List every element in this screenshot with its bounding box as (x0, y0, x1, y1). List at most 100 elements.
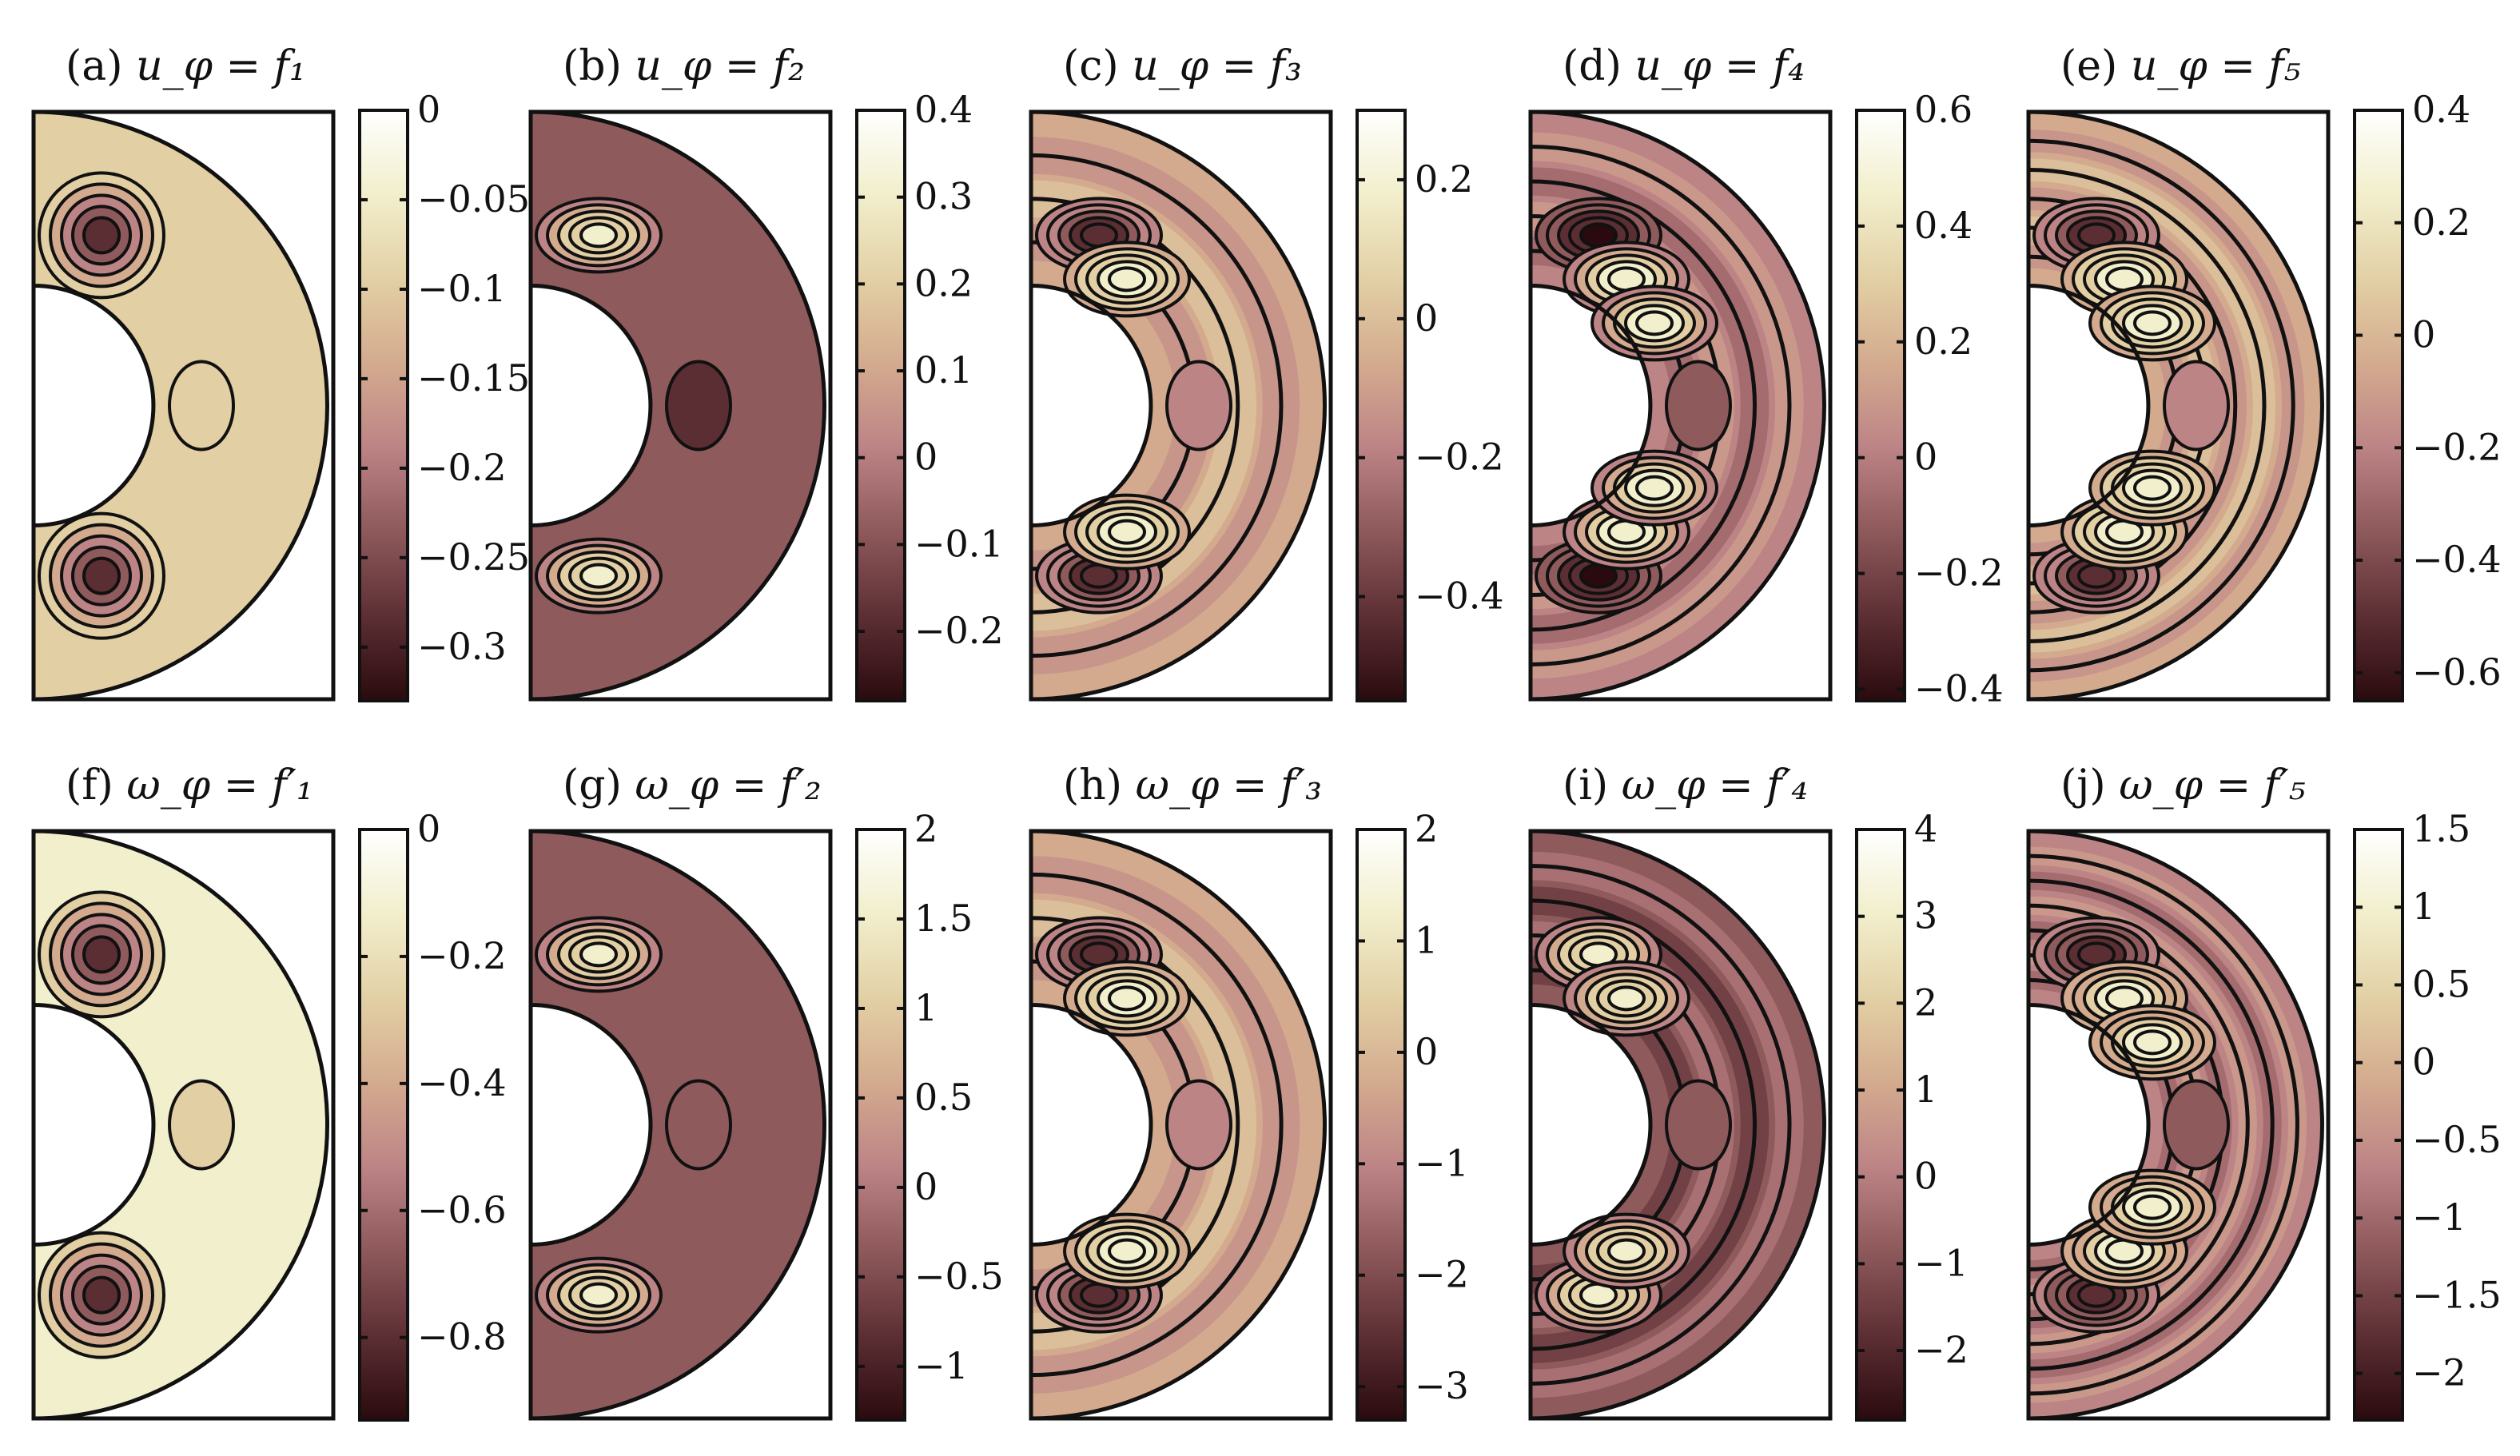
colorbar-tick-label: 0.4 (1914, 204, 1973, 247)
vortex-contour (1108, 266, 1146, 292)
contour-arc (2028, 878, 2275, 1371)
colorbar-tick-label: −0.5 (2412, 1118, 2502, 1161)
colorbar-tick-label: 0.5 (2412, 962, 2470, 1005)
colorbar-tick-label: 1 (1914, 1068, 1937, 1111)
colorbar-tick-label: −0.6 (417, 1188, 507, 1231)
colorbar-tick-label: −0.15 (417, 356, 530, 400)
vortex-contour (82, 216, 121, 255)
contour-arc (1530, 145, 1792, 666)
colorbar-frame (1356, 109, 1407, 702)
panel-i: (i) ω_φ = f′₄ 4 3 2 1 0 −1 −2 (1528, 762, 1969, 1422)
colorbar-tick-label: −0.2 (1914, 551, 2004, 595)
colorbar-frame (855, 109, 906, 702)
colorbar-tick-label: 1 (1415, 918, 1438, 961)
colorbar-tick-label: −0.8 (417, 1315, 507, 1359)
contour-arc (2028, 853, 2299, 1396)
equator-contour (2163, 360, 2230, 452)
domain-boundary (2026, 829, 2324, 1421)
colorbar-tick-label: −2 (1914, 1328, 1969, 1371)
colorbar-tick-label: −0.1 (417, 267, 507, 310)
domain-boundary (1528, 829, 1826, 1421)
panel-title-f: (f) ω_φ = f′₁ (66, 762, 313, 810)
equator-contour (1665, 360, 1732, 452)
panel-frame (2026, 829, 2331, 1421)
panel-title-h: (h) ω_φ = f′₃ (1063, 762, 1322, 810)
colorbar-tick-label: 0.3 (914, 175, 973, 218)
contour-arc (2028, 138, 2295, 673)
colorbar-tick-label: −1 (914, 1344, 969, 1387)
panel-frame (2026, 109, 2331, 702)
vortex-contour (1635, 475, 1674, 501)
colorbar-tick-label: 0.2 (2412, 201, 2470, 244)
colorbar (857, 110, 905, 701)
colorbar-tick-label: 1.5 (2412, 807, 2470, 850)
colorbar-tick-label: 2 (1415, 807, 1438, 850)
equator-contour (2163, 1079, 2230, 1171)
colorbar-tick-label: 0.4 (914, 88, 973, 131)
colorbar-tick-label: 2 (914, 807, 938, 850)
panel-g: (g) ω_φ = f′₂ 2 1.5 1 0.5 0 −0.5 −1 (528, 762, 1004, 1422)
colorbar (2355, 110, 2403, 701)
colorbar-tick-label: 0 (1914, 1155, 1937, 1198)
panel-title-b: (b) u_φ = f₂ (563, 42, 805, 90)
colorbar-frame (2353, 828, 2404, 1422)
vortex-contour (1108, 1238, 1146, 1264)
colorbar-frame (1855, 828, 1906, 1422)
colorbar-tick-label: 3 (1914, 894, 1937, 937)
domain-boundary (31, 829, 329, 1421)
colorbar-tick-label: −0.4 (1914, 667, 2004, 710)
colorbar-tick-label: −0.4 (1415, 575, 1504, 618)
colorbar (360, 110, 408, 701)
colorbar-tick-label: −0.2 (2412, 425, 2502, 468)
panel-frame (31, 829, 336, 1421)
colorbar (1357, 110, 1405, 701)
colorbar-tick-label: −0.6 (2412, 650, 2502, 694)
vortex-contour (1108, 985, 1146, 1012)
colorbar-tick-label: 0 (417, 807, 440, 850)
colorbar-tick-label: −0.2 (1415, 436, 1504, 479)
panel-title-c: (c) u_φ = f₃ (1063, 42, 1302, 90)
colorbar-tick-label: 0.4 (2412, 88, 2470, 131)
equator-contour (1665, 1079, 1732, 1171)
vortex-contour (1607, 1238, 1646, 1264)
panel-title-i: (i) ω_φ = f′₄ (1563, 762, 1808, 810)
panel-a: (a) u_φ = f₁ 0 −0.05 −0.1 −0.15 −0.2 −0.25 −0.3 (31, 42, 530, 702)
colorbar-tick-label: −0.25 (417, 535, 530, 579)
panel-frame (1528, 829, 1833, 1421)
colorbar-tick-label: −3 (1415, 1364, 1469, 1407)
panel-frame (1029, 829, 1333, 1421)
colorbar-frame (358, 109, 409, 702)
colorbar-tick-label: 0 (1914, 436, 1937, 479)
vortex-contour (2133, 1029, 2172, 1056)
colorbar-tick-label: 0.2 (914, 261, 973, 304)
panel-title-d: (d) u_φ = f₄ (1563, 42, 1805, 90)
colorbar-tick-label: 0.1 (914, 348, 973, 392)
colorbar-tick-label: 0.2 (1914, 320, 1973, 363)
domain-boundary (1528, 109, 1826, 702)
vortex-contour (579, 1282, 618, 1308)
colorbar-tick-label: 1 (2412, 885, 2435, 928)
vortex-contour (2133, 310, 2172, 336)
colorbar-tick-label: −1 (1914, 1241, 1969, 1284)
vortex-contour (579, 563, 618, 589)
colorbar-tick-label: −2 (1415, 1253, 1469, 1296)
colorbar-frame (1855, 109, 1906, 702)
panel-c: (c) u_φ = f₃ 0.2 0 −0.2 −0.4 (1029, 42, 1504, 702)
contour-arc (2028, 168, 2267, 643)
colorbar-tick-label: −0.1 (914, 522, 1004, 565)
panel-title-e: (e) u_φ = f₅ (2060, 42, 2301, 90)
domain-boundary (528, 109, 826, 702)
contour-arc (1030, 872, 1284, 1378)
colorbar-tick-label: 0 (2412, 313, 2435, 356)
vortex-contour (1635, 310, 1674, 336)
colorbar-frame (1356, 828, 1407, 1422)
colorbar-frame (855, 828, 906, 1422)
equator-contour (665, 360, 732, 452)
vortex-contour (2133, 475, 2172, 501)
colorbar (1857, 110, 1905, 701)
panel-j: (j) ω_φ = f′₅ 1.5 1 0.5 0 −0.5 −1 −1.5 −2 (2026, 762, 2502, 1422)
colorbar-tick-label: 0 (417, 88, 440, 131)
colorbar-tick-label: −1 (2412, 1195, 2466, 1239)
panel-e: (e) u_φ = f₅ 0.4 0.2 0 −0.2 −0.4 −0.6 (2026, 42, 2502, 702)
